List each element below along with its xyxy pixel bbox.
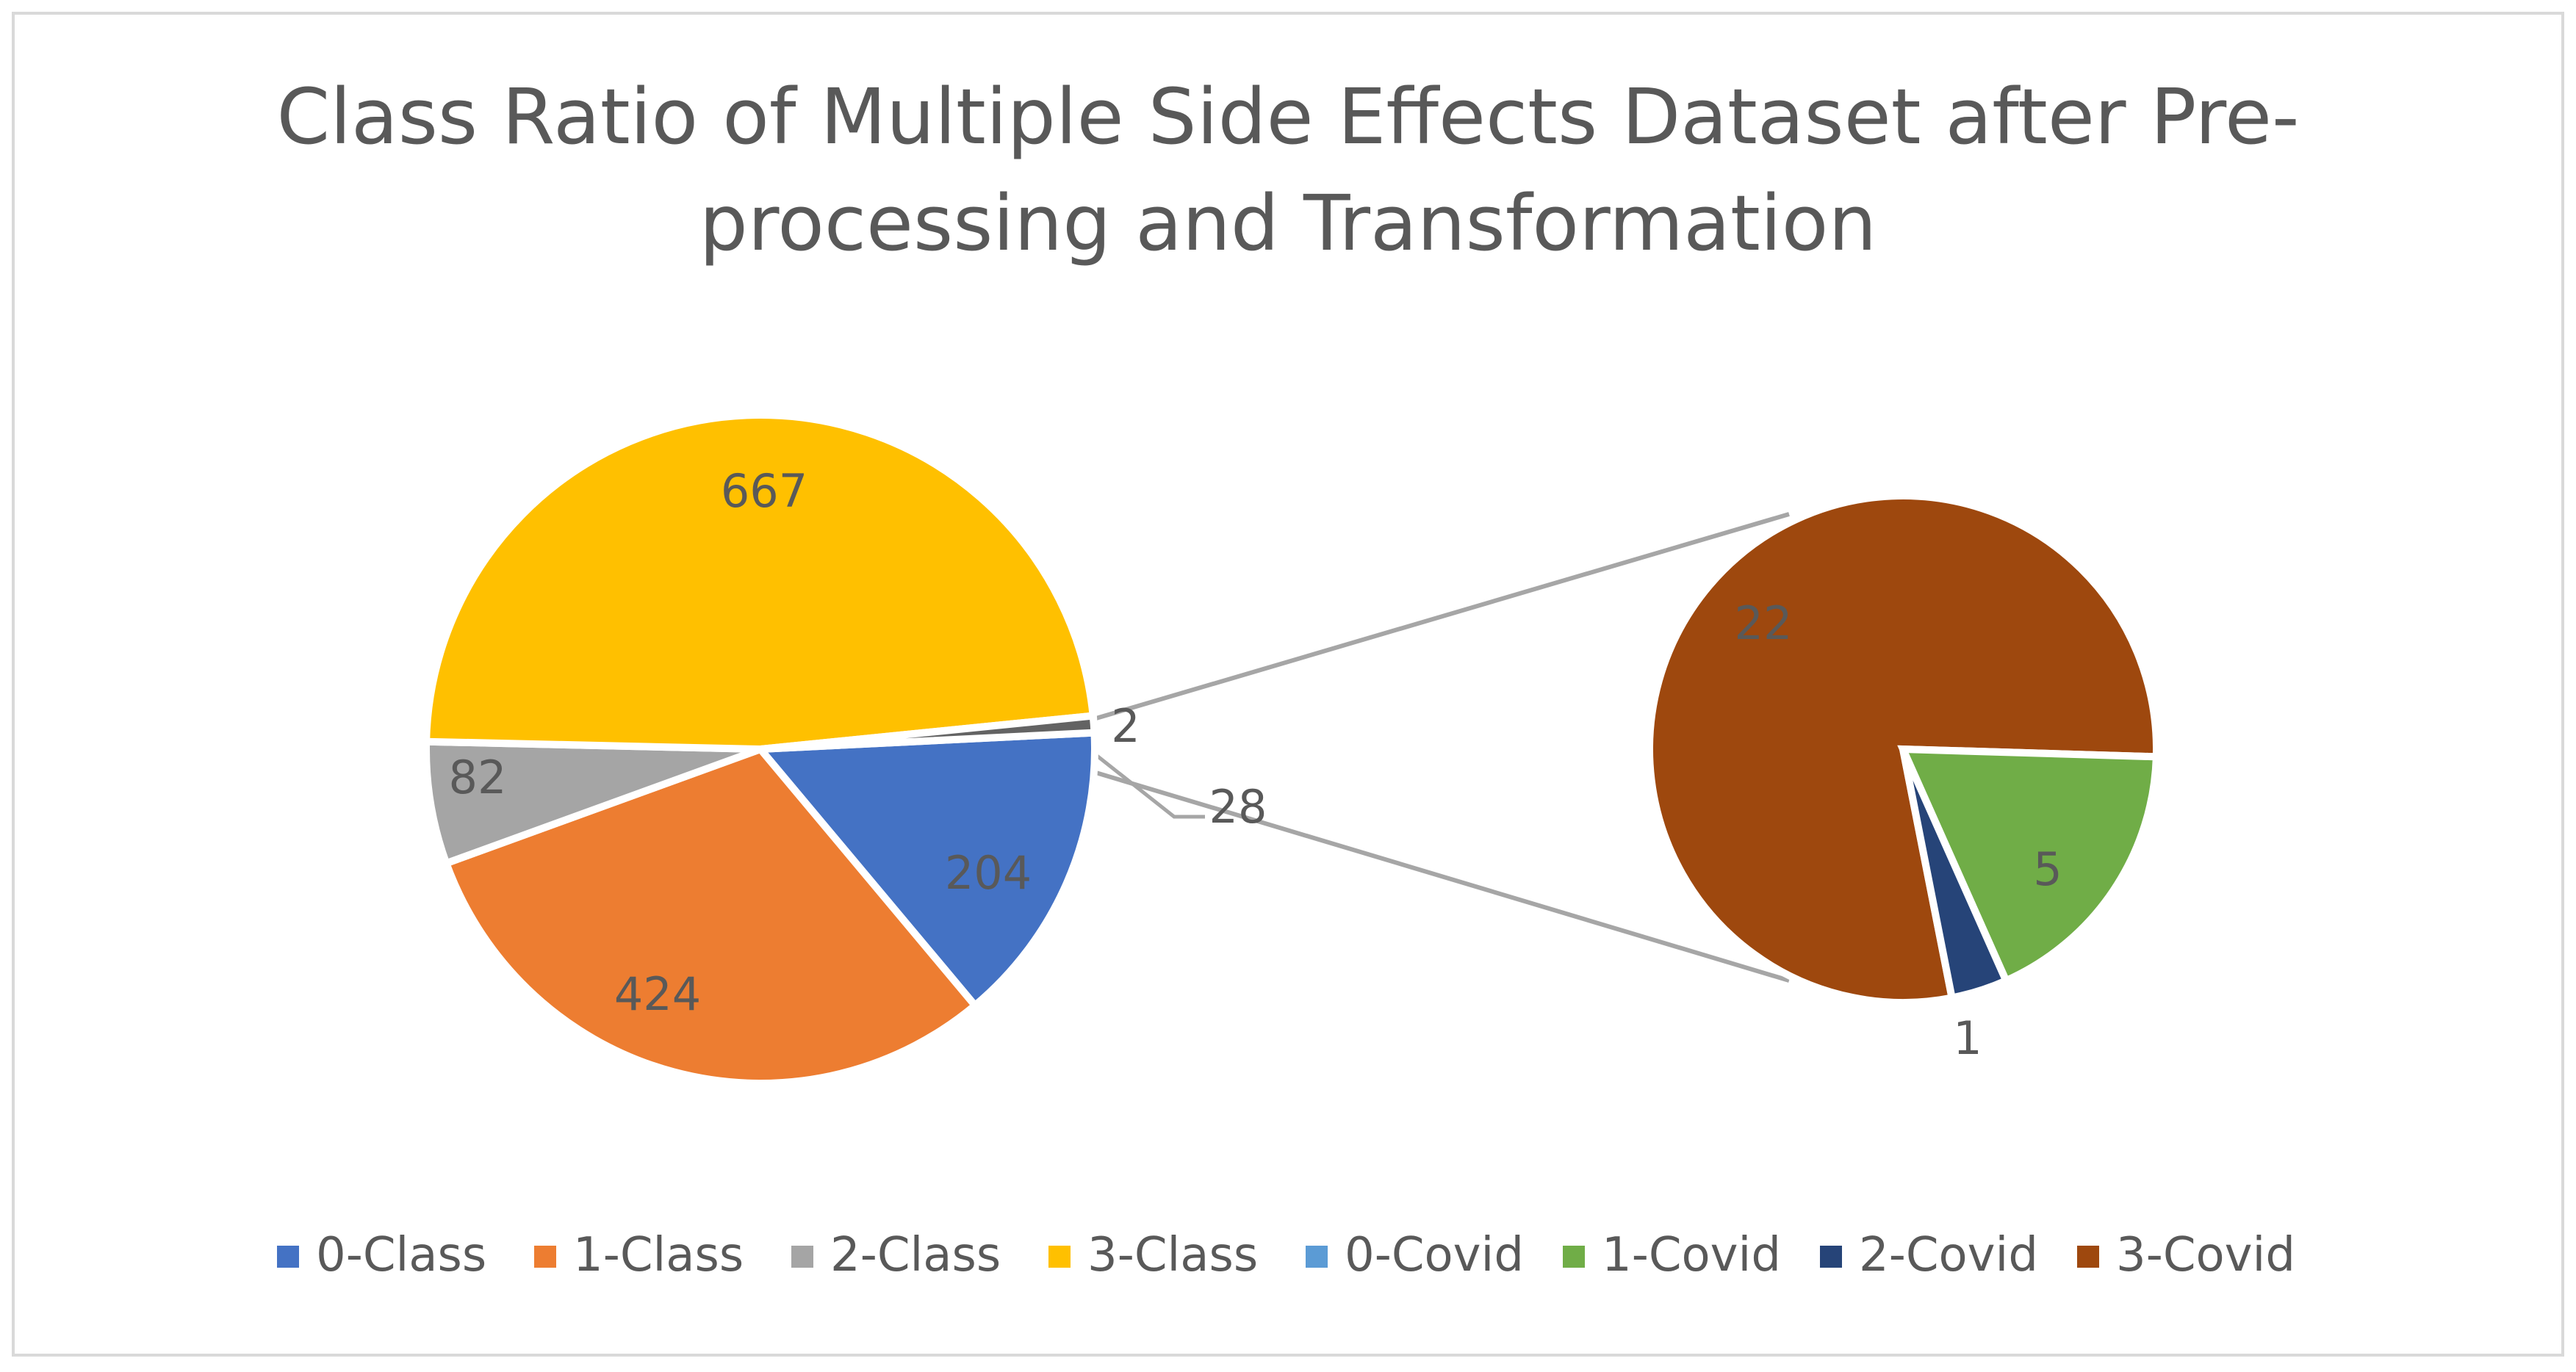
legend-swatch-2-covid <box>1820 1246 1842 1268</box>
legend-swatch-1-class <box>534 1246 556 1268</box>
legend-label-1-covid: 1-Covid <box>1602 1228 1781 1282</box>
chart-title-line-1: Class Ratio of Multiple Side Effects Dat… <box>276 72 2299 162</box>
legend-label-1-class: 1-Class <box>573 1228 744 1282</box>
slice-2-covid <box>1899 747 2011 1003</box>
legend-swatch-0-covid <box>1306 1246 1328 1268</box>
slice-other-small <box>760 712 1098 753</box>
label-1-class: 424 <box>614 967 701 1021</box>
chart-title-line-2: processing and Transformation <box>699 178 1877 268</box>
label-1-covid: 5 <box>2033 842 2062 896</box>
slice-0-class <box>752 729 1098 1011</box>
label-0-class: 204 <box>945 846 1032 900</box>
legend-swatch-2-class <box>791 1246 813 1268</box>
main-pie <box>422 411 1098 1087</box>
connector-line-bottom <box>1090 769 1790 983</box>
label-other: 28 <box>1209 780 1267 834</box>
label-2-covid: 1 <box>1953 1011 1982 1065</box>
legend-label-3-class: 3-Class <box>1087 1228 1258 1282</box>
slice-1-class <box>441 745 981 1087</box>
legend-label-0-covid: 0-Covid <box>1345 1228 1524 1282</box>
legend: 0-Class 1-Class 2-Class 3-Class 0-Covid … <box>277 1228 2295 1282</box>
slice-3-class <box>422 411 1098 754</box>
legend-swatch-0-class <box>277 1246 299 1268</box>
leader-line-28 <box>1092 751 1205 819</box>
label-3-class: 667 <box>721 464 807 518</box>
legend-label-3-covid: 3-Covid <box>2116 1228 2295 1282</box>
legend-label-2-covid: 2-Covid <box>1859 1228 2038 1282</box>
slice-2-class <box>422 737 762 868</box>
legend-swatch-3-covid <box>2077 1246 2099 1268</box>
legend-label-2-class: 2-Class <box>830 1228 1001 1282</box>
label-3-covid: 22 <box>1735 596 1793 650</box>
legend-label-0-class: 0-Class <box>316 1228 486 1282</box>
slice-1-covid <box>1897 745 2160 986</box>
label-small-wedge: 2 <box>1111 699 1140 753</box>
connector-line-top <box>1090 512 1790 722</box>
legend-swatch-3-class <box>1048 1246 1071 1268</box>
secondary-pie <box>1646 492 2160 1006</box>
legend-swatch-1-covid <box>1563 1246 1585 1268</box>
label-2-class: 82 <box>449 751 507 804</box>
